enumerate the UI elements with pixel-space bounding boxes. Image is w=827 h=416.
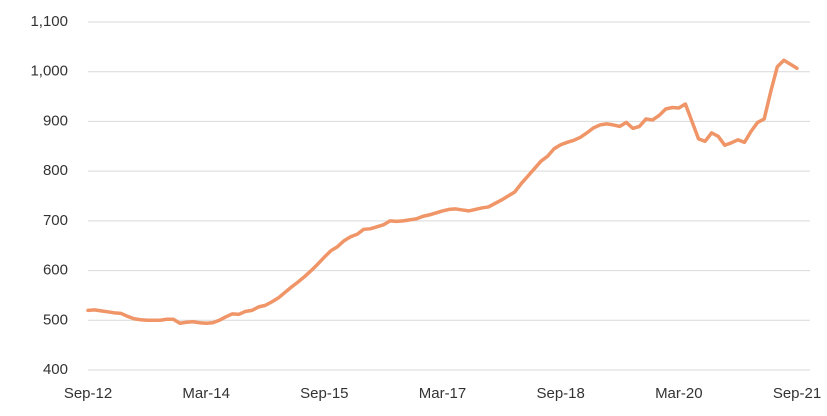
- y-tick-label: 1,000: [30, 63, 68, 80]
- x-tick-label: Sep-21: [773, 385, 821, 402]
- x-tick-label: Mar-14: [182, 385, 230, 402]
- data-line: [86, 58, 799, 326]
- x-tick-label: Sep-18: [536, 385, 584, 402]
- y-tick-label: 700: [43, 212, 68, 229]
- x-tick-label: Mar-17: [419, 385, 467, 402]
- x-tick-label: Mar-20: [655, 385, 703, 402]
- y-tick-label: 800: [43, 162, 68, 179]
- x-tick-label: Sep-15: [300, 385, 348, 402]
- y-tick-label: 600: [43, 262, 68, 279]
- x-tick-label: Sep-12: [64, 385, 112, 402]
- y-tick-label: 500: [43, 311, 68, 328]
- y-tick-label: 1,100: [30, 13, 68, 30]
- y-tick-label: 900: [43, 112, 68, 129]
- y-tick-label: 400: [43, 361, 68, 378]
